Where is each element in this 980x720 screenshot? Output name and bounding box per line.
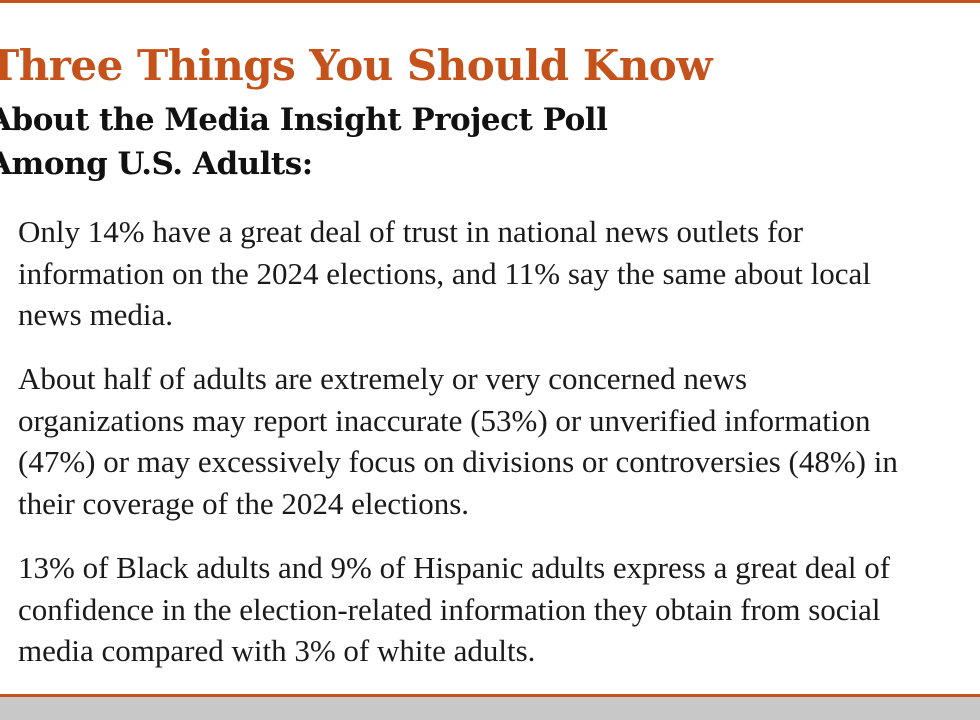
top-accent-rule bbox=[0, 0, 980, 3]
key-point-line: media compared with 3% of white adults. bbox=[18, 633, 536, 668]
page-title: Three Things You Should Know bbox=[0, 41, 712, 90]
key-point-1: Only 14% have a great deal of trust in n… bbox=[18, 211, 871, 336]
key-point-line: Only 14% have a great deal of trust in n… bbox=[18, 214, 804, 249]
key-point-line: About half of adults are extremely or ve… bbox=[18, 361, 748, 396]
key-point-2: About half of adults are extremely or ve… bbox=[18, 358, 898, 524]
key-point-line: their coverage of the 2024 elections. bbox=[18, 485, 470, 521]
key-point-3: 13% of Black adults and 9% of Hispanic a… bbox=[18, 547, 890, 672]
key-point-line: confidence in the election-related infor… bbox=[18, 591, 881, 627]
page-subtitle: About the Media Insight Project Poll Amo… bbox=[0, 98, 608, 186]
bottom-accent-rule bbox=[0, 694, 980, 697]
footer-band bbox=[0, 697, 980, 720]
key-point-line: 13% of Black adults and 9% of Hispanic a… bbox=[18, 550, 891, 585]
key-point-line: (47%) or may excessively focus on divisi… bbox=[18, 444, 898, 479]
subtitle-line: About the Media Insight Project Poll bbox=[0, 102, 608, 138]
key-point-line: news media. bbox=[18, 297, 173, 332]
subtitle-line: Among U.S. Adults: bbox=[0, 146, 313, 182]
key-point-line: organizations may report inaccurate (53%… bbox=[18, 402, 871, 438]
key-point-line: information on the 2024 elections, and 1… bbox=[18, 255, 871, 291]
